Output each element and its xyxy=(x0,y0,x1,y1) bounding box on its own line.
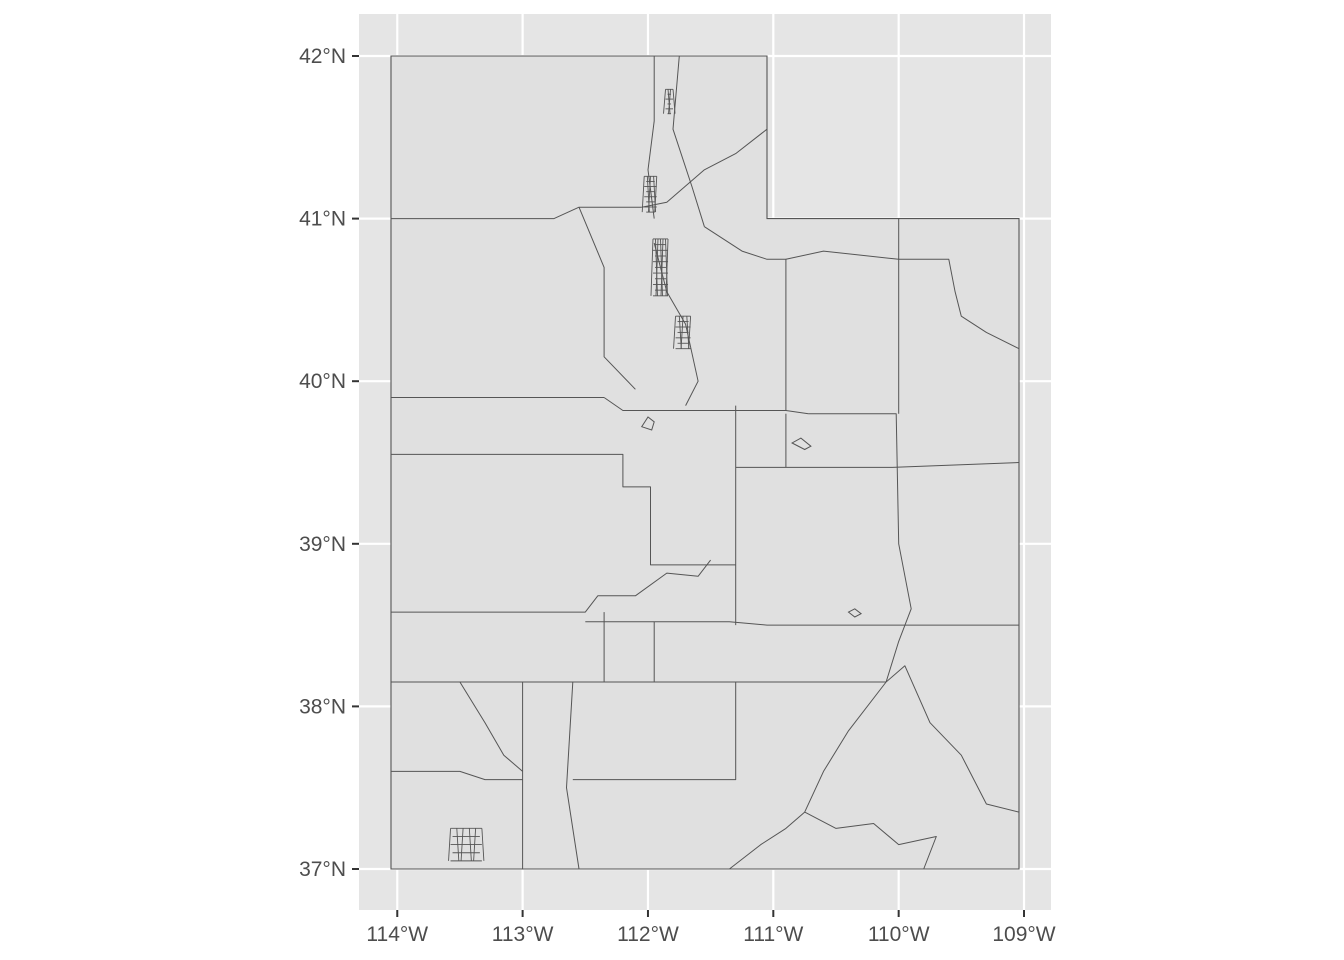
region-enclave xyxy=(791,437,812,451)
region-boundary xyxy=(885,665,1020,813)
region-boundary xyxy=(653,242,699,406)
x-tick-label: 112°W xyxy=(617,923,679,946)
region-boundary xyxy=(672,55,705,227)
x-tick-label: 113°W xyxy=(492,923,554,946)
region-boundary xyxy=(603,397,809,415)
region-boundary xyxy=(391,559,711,613)
urban-tract-cluster xyxy=(650,238,669,297)
tract-edge xyxy=(668,89,671,114)
tract-edge xyxy=(456,828,460,861)
urban-tract-cluster xyxy=(641,175,658,213)
tract-edge xyxy=(481,828,485,861)
y-tick-label: 41°N xyxy=(299,208,346,231)
tract-edge xyxy=(680,316,684,349)
tract-edge xyxy=(448,828,451,861)
region-boundary xyxy=(647,56,655,219)
region-boundary xyxy=(704,226,787,411)
tract-edge xyxy=(660,238,663,296)
tract-edge xyxy=(673,316,676,349)
x-tick-label: 109°W xyxy=(992,923,1055,946)
region-boundary xyxy=(578,207,636,390)
tract-edge xyxy=(460,828,464,861)
region-boundary xyxy=(391,770,523,781)
region-enclave xyxy=(847,608,863,618)
region-boundary xyxy=(641,128,768,208)
y-tick-label: 38°N xyxy=(299,695,346,718)
y-tick-label: 37°N xyxy=(299,858,346,881)
region-boundary xyxy=(785,250,900,414)
tract-edge xyxy=(665,238,669,296)
tract-edge xyxy=(468,828,472,861)
region-boundary xyxy=(808,413,912,683)
y-tick-label: 40°N xyxy=(299,370,346,393)
tract-edge xyxy=(688,316,692,349)
y-tick-label: 39°N xyxy=(299,533,346,556)
tract-edge xyxy=(473,828,477,861)
tract-edge xyxy=(648,176,651,213)
region-boundary xyxy=(735,462,1020,468)
region-layer xyxy=(390,55,1020,870)
region-boundary xyxy=(459,681,523,772)
tract-edge xyxy=(654,176,658,213)
urban-tract-cluster xyxy=(673,315,692,350)
state-outline xyxy=(390,55,1020,870)
tract-edge xyxy=(660,238,664,296)
region-boundary xyxy=(391,453,736,566)
urban-tract-cluster xyxy=(663,88,676,115)
x-tick-label: 114°W xyxy=(366,923,428,946)
region-enclave xyxy=(640,416,655,431)
tract-edge xyxy=(641,176,645,213)
tract-edge xyxy=(663,89,666,114)
urban-tract-cluster xyxy=(448,827,485,862)
region-boundary xyxy=(804,811,937,870)
tract-edge xyxy=(667,89,671,114)
y-tick-label: 42°N xyxy=(299,45,346,68)
x-tick-label: 110°W xyxy=(868,923,930,946)
axis-ticks: 42°N 41°N 40°N 39°N 38°N 37°N 114°W 113°W 112°W 1… xyxy=(299,45,1056,946)
tract-edge xyxy=(655,238,658,296)
region-boundary xyxy=(391,206,642,220)
tract-edge xyxy=(655,238,659,296)
region-boundary xyxy=(566,681,580,870)
region-boundary xyxy=(585,621,1019,626)
tract-edge xyxy=(672,89,676,114)
tract-edge xyxy=(650,238,654,296)
region-boundary xyxy=(572,682,737,781)
region-boundary xyxy=(898,258,1020,350)
tract-edge xyxy=(665,238,668,296)
x-tick-label: 111°W xyxy=(743,923,803,946)
